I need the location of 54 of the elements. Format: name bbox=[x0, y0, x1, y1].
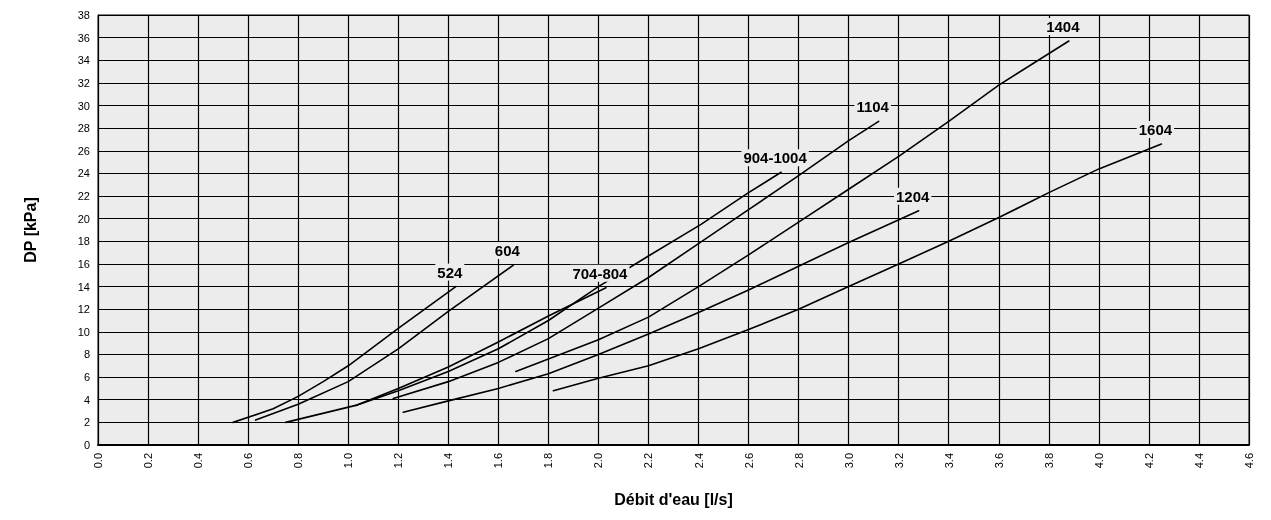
x-tick-label: 2.2 bbox=[642, 453, 655, 469]
series-label: 524 bbox=[437, 263, 463, 281]
x-tick-label: 1.0 bbox=[342, 453, 355, 469]
x-tick-label: 2.4 bbox=[692, 453, 705, 469]
y-tick-label: 6 bbox=[83, 371, 90, 384]
x-tick-label: 1.8 bbox=[542, 453, 555, 469]
x-tick-label: 4.6 bbox=[1243, 453, 1255, 469]
x-tick-label: 1.2 bbox=[392, 453, 405, 469]
y-tick-label: 10 bbox=[77, 325, 90, 338]
x-tick-label: 4.2 bbox=[1142, 453, 1155, 469]
x-tick-label: 0.6 bbox=[242, 453, 255, 469]
y-tick-label: 30 bbox=[77, 99, 90, 112]
x-tick-label: 3.4 bbox=[942, 453, 955, 469]
y-tick-label: 8 bbox=[83, 348, 90, 361]
series-label: 1604 bbox=[1138, 121, 1173, 138]
y-tick-label: 22 bbox=[77, 190, 90, 203]
x-axis-title: Débit d'eau [l/s] bbox=[614, 490, 733, 508]
y-tick-label: 24 bbox=[77, 167, 90, 180]
x-tick-label: 0.4 bbox=[192, 453, 205, 469]
series-label: 1404 bbox=[1046, 18, 1081, 36]
x-tick-label: 1.6 bbox=[492, 453, 505, 469]
series-label: 1204 bbox=[896, 187, 931, 205]
y-tick-label: 28 bbox=[77, 122, 90, 135]
y-tick-label: 38 bbox=[77, 9, 90, 21]
series-label: 604 bbox=[494, 242, 521, 260]
y-tick-label: 36 bbox=[77, 31, 90, 44]
x-tick-label: 4.0 bbox=[1092, 453, 1105, 469]
x-tick-label: 2.6 bbox=[742, 453, 755, 469]
x-tick-label: 0.8 bbox=[292, 453, 305, 469]
x-tick-label: 3.6 bbox=[992, 453, 1005, 469]
series-label: 704-804 bbox=[572, 264, 629, 282]
y-tick-label: 0 bbox=[83, 439, 90, 451]
x-tick-label: 2.0 bbox=[592, 453, 605, 469]
y-tick-label: 4 bbox=[83, 393, 90, 406]
y-tick-label: 12 bbox=[77, 303, 90, 316]
y-tick-label: 32 bbox=[77, 76, 90, 89]
x-tick-label: 3.0 bbox=[842, 453, 855, 469]
x-tick-label: 0.0 bbox=[92, 453, 104, 469]
y-tick-label: 18 bbox=[77, 235, 90, 248]
series-label: 904-1004 bbox=[743, 149, 808, 167]
y-tick-label: 20 bbox=[77, 212, 90, 225]
x-tick-label: 3.2 bbox=[892, 453, 905, 469]
x-tick-label: 4.4 bbox=[1192, 453, 1205, 469]
x-tick-label: 2.8 bbox=[792, 453, 805, 469]
y-axis-title: DP [kPa] bbox=[21, 197, 39, 263]
y-tick-label: 14 bbox=[77, 280, 90, 293]
x-tick-label: 1.4 bbox=[442, 453, 455, 469]
y-tick-label: 16 bbox=[77, 257, 90, 270]
y-tick-label: 34 bbox=[77, 54, 90, 67]
y-tick-label: 26 bbox=[77, 144, 90, 157]
x-tick-label: 0.2 bbox=[142, 453, 155, 469]
x-tick-label: 3.8 bbox=[1042, 453, 1055, 469]
series-label: 1104 bbox=[856, 98, 890, 116]
y-tick-label: 2 bbox=[83, 416, 90, 429]
